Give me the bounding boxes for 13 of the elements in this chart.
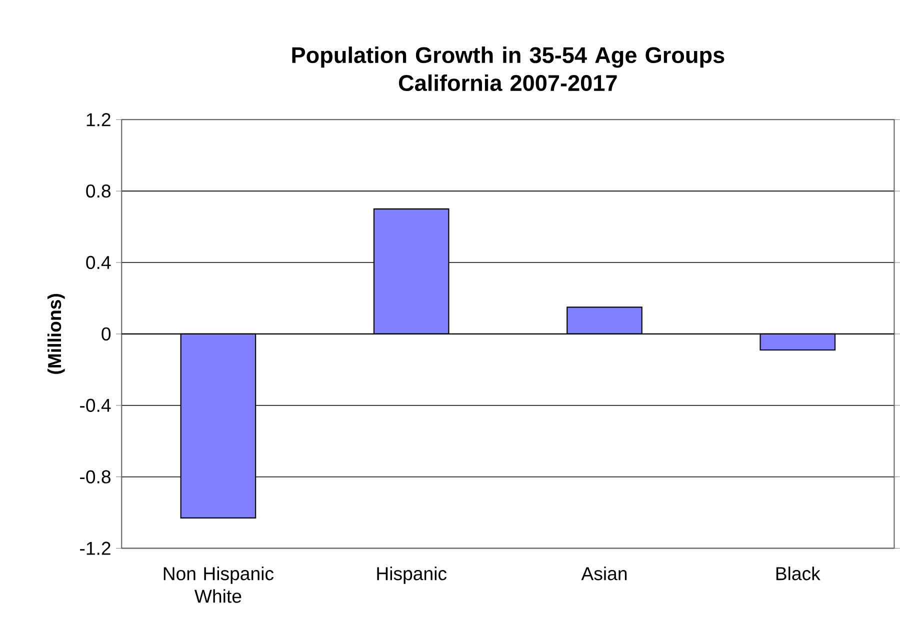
- x-tick-label: Asian: [581, 566, 627, 580]
- y-tick-label: 0.8: [86, 184, 110, 198]
- x-tick-label: Hispanic: [377, 566, 447, 584]
- y-tick-label: -0.8: [80, 470, 110, 484]
- y-tick-label: -1.2: [80, 542, 110, 555]
- x-tick-label: Black: [776, 566, 820, 580]
- y-axis-title: (Millions): [47, 294, 65, 374]
- chart-title: Population Growth in 35-54 Age Groups California 2007-2017: [292, 46, 724, 92]
- y-tick-label: 0: [102, 327, 111, 341]
- y-tick-label: -0.4: [80, 398, 111, 412]
- y-tick-label: 0.4: [86, 256, 111, 270]
- x-tick-label: Non Hispanic White: [164, 566, 274, 603]
- y-tick-label: 1.2: [86, 113, 110, 126]
